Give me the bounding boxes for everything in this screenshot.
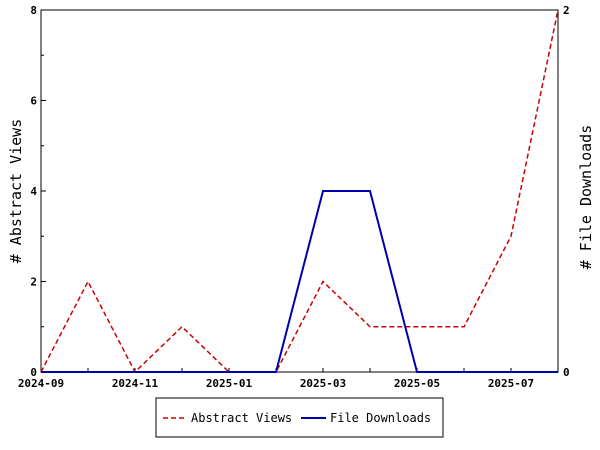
x-tick-label: 2025-07 [488,377,534,390]
y-right-tick-label: 0 [563,366,570,379]
plot-area [40,9,559,373]
legend: Abstract Views File Downloads [155,397,444,438]
y-right-tick-label: 2 [563,4,570,17]
x-tick-label: 2025-01 [206,377,253,390]
y-left-tick-label: 4 [30,185,37,198]
x-tick-label: 2025-05 [394,377,440,390]
x-axis-ticks: 2024-09 2024-11 2025-01 2025-03 2025-05 2025-… [18,368,559,390]
legend-box [155,397,444,438]
y-left-tick-label: 8 [30,4,37,17]
series-line-abstract-views [40,9,559,374]
x-tick-label: 2024-11 [112,377,159,390]
x-tick-label: 2025-03 [300,377,346,390]
x-tick-label: 2024-09 [18,377,64,390]
y-left-axis-title: # Abstract Views [7,119,25,264]
y-left-tick-label: 2 [30,276,37,289]
series-line-file-downloads [41,190,558,373]
legend-label-file-downloads: File Downloads [330,411,431,425]
legend-label-abstract-views: Abstract Views [191,411,292,425]
y-right-axis-title: # File Downloads [577,125,595,270]
y-left-tick-label: 0 [30,366,37,379]
y-left-tick-label: 6 [30,95,37,108]
